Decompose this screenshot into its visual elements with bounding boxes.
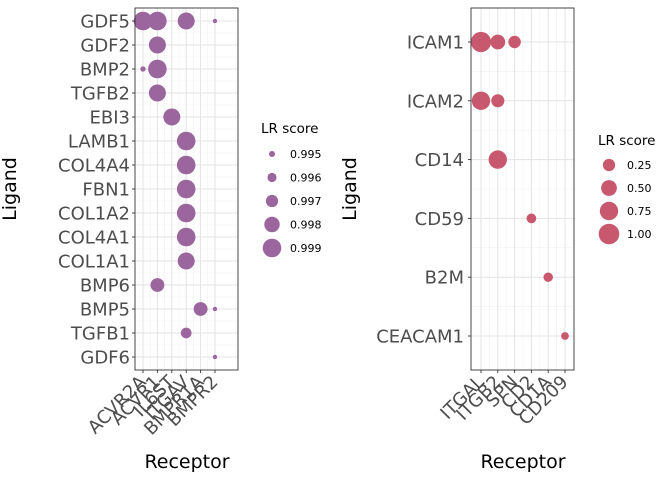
legend-label-0-997: 0.997 [290, 195, 322, 208]
x-axis-title: Receptor [144, 451, 229, 473]
data-point-gdf2-acvr1 [148, 36, 166, 54]
y-tick-label-col4a1: COL4A1 [58, 228, 130, 249]
data-point-gdf6-bmpr2 [212, 354, 218, 360]
plot-border [470, 7, 575, 371]
legend-key-0-25 [602, 158, 616, 172]
y-tick-label-ebi3: EBI3 [90, 108, 130, 129]
legend-label-1-00: 1.00 [627, 228, 652, 241]
chart-right-panel: ICAM1ICAM2CD14CD59B2MCEACAM1ITGALITGB2SP… [339, 7, 655, 473]
data-points [133, 11, 218, 360]
y-tick-label-tgfb2: TGFB2 [70, 84, 130, 105]
data-point-icam1-itgb2 [490, 34, 506, 50]
data-point-cd59-cd2 [526, 213, 537, 224]
y-tick-label-tgfb1: TGFB1 [70, 324, 130, 345]
data-point-icam2-itgb2 [491, 94, 505, 108]
data-point-col4a4-itgav [176, 155, 196, 175]
y-tick-label-gdf6: GDF6 [80, 348, 130, 369]
y-tick-label-col1a2: COL1A2 [58, 204, 130, 225]
data-point-ebi3-il6st [163, 108, 181, 126]
y-tick-label-cd14: CD14 [415, 150, 464, 171]
gridlines [471, 8, 574, 370]
data-point-gdf5-bmpr2 [212, 18, 218, 24]
data-point-col4a1-itgav [176, 227, 196, 247]
legend-label-0-996: 0.996 [290, 172, 322, 185]
legend: LR score 0.995 0.996 0.997 0.998 0.999 [261, 121, 322, 258]
legend-label-0-998: 0.998 [290, 219, 322, 232]
legend-label-0-995: 0.995 [290, 148, 322, 161]
data-point-fbn1-itgav [176, 179, 196, 199]
legend-title: LR score [261, 121, 318, 137]
data-point-gdf5-itgav [177, 12, 195, 30]
data-point-col1a1-itgav [177, 252, 195, 270]
legend-title: LR score [598, 133, 655, 149]
data-point-tgfb2-acvr1 [148, 84, 166, 102]
legend-label-0-25: 0.25 [627, 159, 652, 172]
y-tick-label-icam1: ICAM1 [407, 33, 464, 54]
y-tick-label-ceacam1: CEACAM1 [376, 327, 464, 348]
data-point-ceacam1-cd209 [561, 332, 569, 340]
legend-key-0-995 [269, 151, 275, 157]
legend-key-0-50 [601, 180, 617, 196]
legend-key-0-998 [264, 216, 280, 233]
data-point-tgfb1-itgav [180, 327, 192, 339]
data-point-bmp6-acvr1 [150, 278, 165, 292]
data-point-icam2-itgal [471, 91, 491, 110]
data-point-bmp5-bmpr2 [212, 306, 218, 312]
legend-key-0-75 [599, 201, 619, 221]
y-tick-label-lamb1: LAMB1 [68, 132, 130, 153]
y-axis-title: Ligand [0, 157, 21, 221]
legend-label-0-999: 0.999 [290, 242, 322, 255]
legend-label-0-50: 0.50 [627, 182, 652, 195]
y-tick-label-icam2: ICAM2 [407, 91, 464, 112]
y-tick-label-col1a1: COL1A1 [58, 252, 130, 273]
data-point-b2m-cd1a [543, 272, 553, 282]
data-point-gdf5-acvr2a [133, 11, 153, 31]
legend-key-1-00 [598, 223, 620, 245]
y-tick-label-bmp6: BMP6 [80, 276, 130, 297]
gridlines [135, 8, 238, 370]
x-axis-title: Receptor [480, 451, 565, 473]
chart-left-panel: GDF5 GDF2 BMP2 TGFB2 EBI3 LAMB1 COL4A4 FBN1 COL1… [0, 7, 322, 473]
y-tick-label-bmp5: BMP5 [80, 300, 130, 321]
data-point-icam1-itgal [470, 31, 492, 53]
data-point-bmp2-acvr1 [148, 59, 167, 79]
y-tick-label-b2m: B2M [425, 268, 464, 289]
y-tick-label-bmp2: BMP2 [80, 60, 130, 81]
legend-key-0-997 [265, 194, 279, 208]
legend-key-0-999 [262, 238, 282, 258]
legend: LR score 0.25 0.50 0.75 1.00 [598, 133, 655, 245]
y-axis-title: Ligand [339, 157, 361, 221]
y-tick-label-cd59: CD59 [415, 209, 464, 230]
data-point-bmp5-bmpr1a [193, 302, 208, 316]
data-points [470, 31, 569, 340]
data-point-lamb1-itgav [176, 131, 196, 151]
y-tick-label-gdf2: GDF2 [80, 36, 130, 57]
data-point-col1a2-itgav [176, 203, 196, 223]
y-tick-label-col4a4: COL4A4 [58, 156, 130, 177]
y-tick-label-fbn1: FBN1 [82, 180, 130, 201]
legend-label-0-75: 0.75 [627, 205, 652, 218]
data-point-gdf5-acvr1 [148, 11, 167, 31]
data-point-icam1-spn [508, 35, 521, 49]
data-point-cd14-itgb2 [488, 150, 507, 169]
y-tick-label-gdf5: GDF5 [80, 12, 130, 33]
data-point-bmp2-acvr2a [140, 66, 146, 72]
legend-key-0-996 [267, 172, 277, 183]
